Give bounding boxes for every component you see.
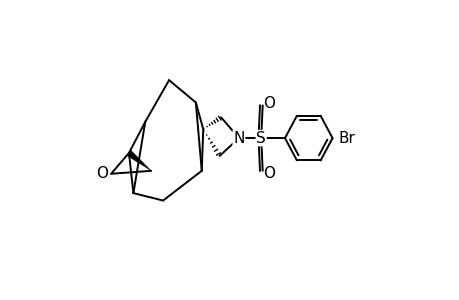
Polygon shape — [127, 150, 151, 171]
Text: O: O — [262, 166, 274, 181]
Text: O: O — [96, 166, 108, 181]
Text: O: O — [262, 95, 274, 110]
Text: N: N — [233, 130, 244, 146]
Text: Br: Br — [338, 130, 355, 146]
Text: S: S — [256, 130, 265, 146]
